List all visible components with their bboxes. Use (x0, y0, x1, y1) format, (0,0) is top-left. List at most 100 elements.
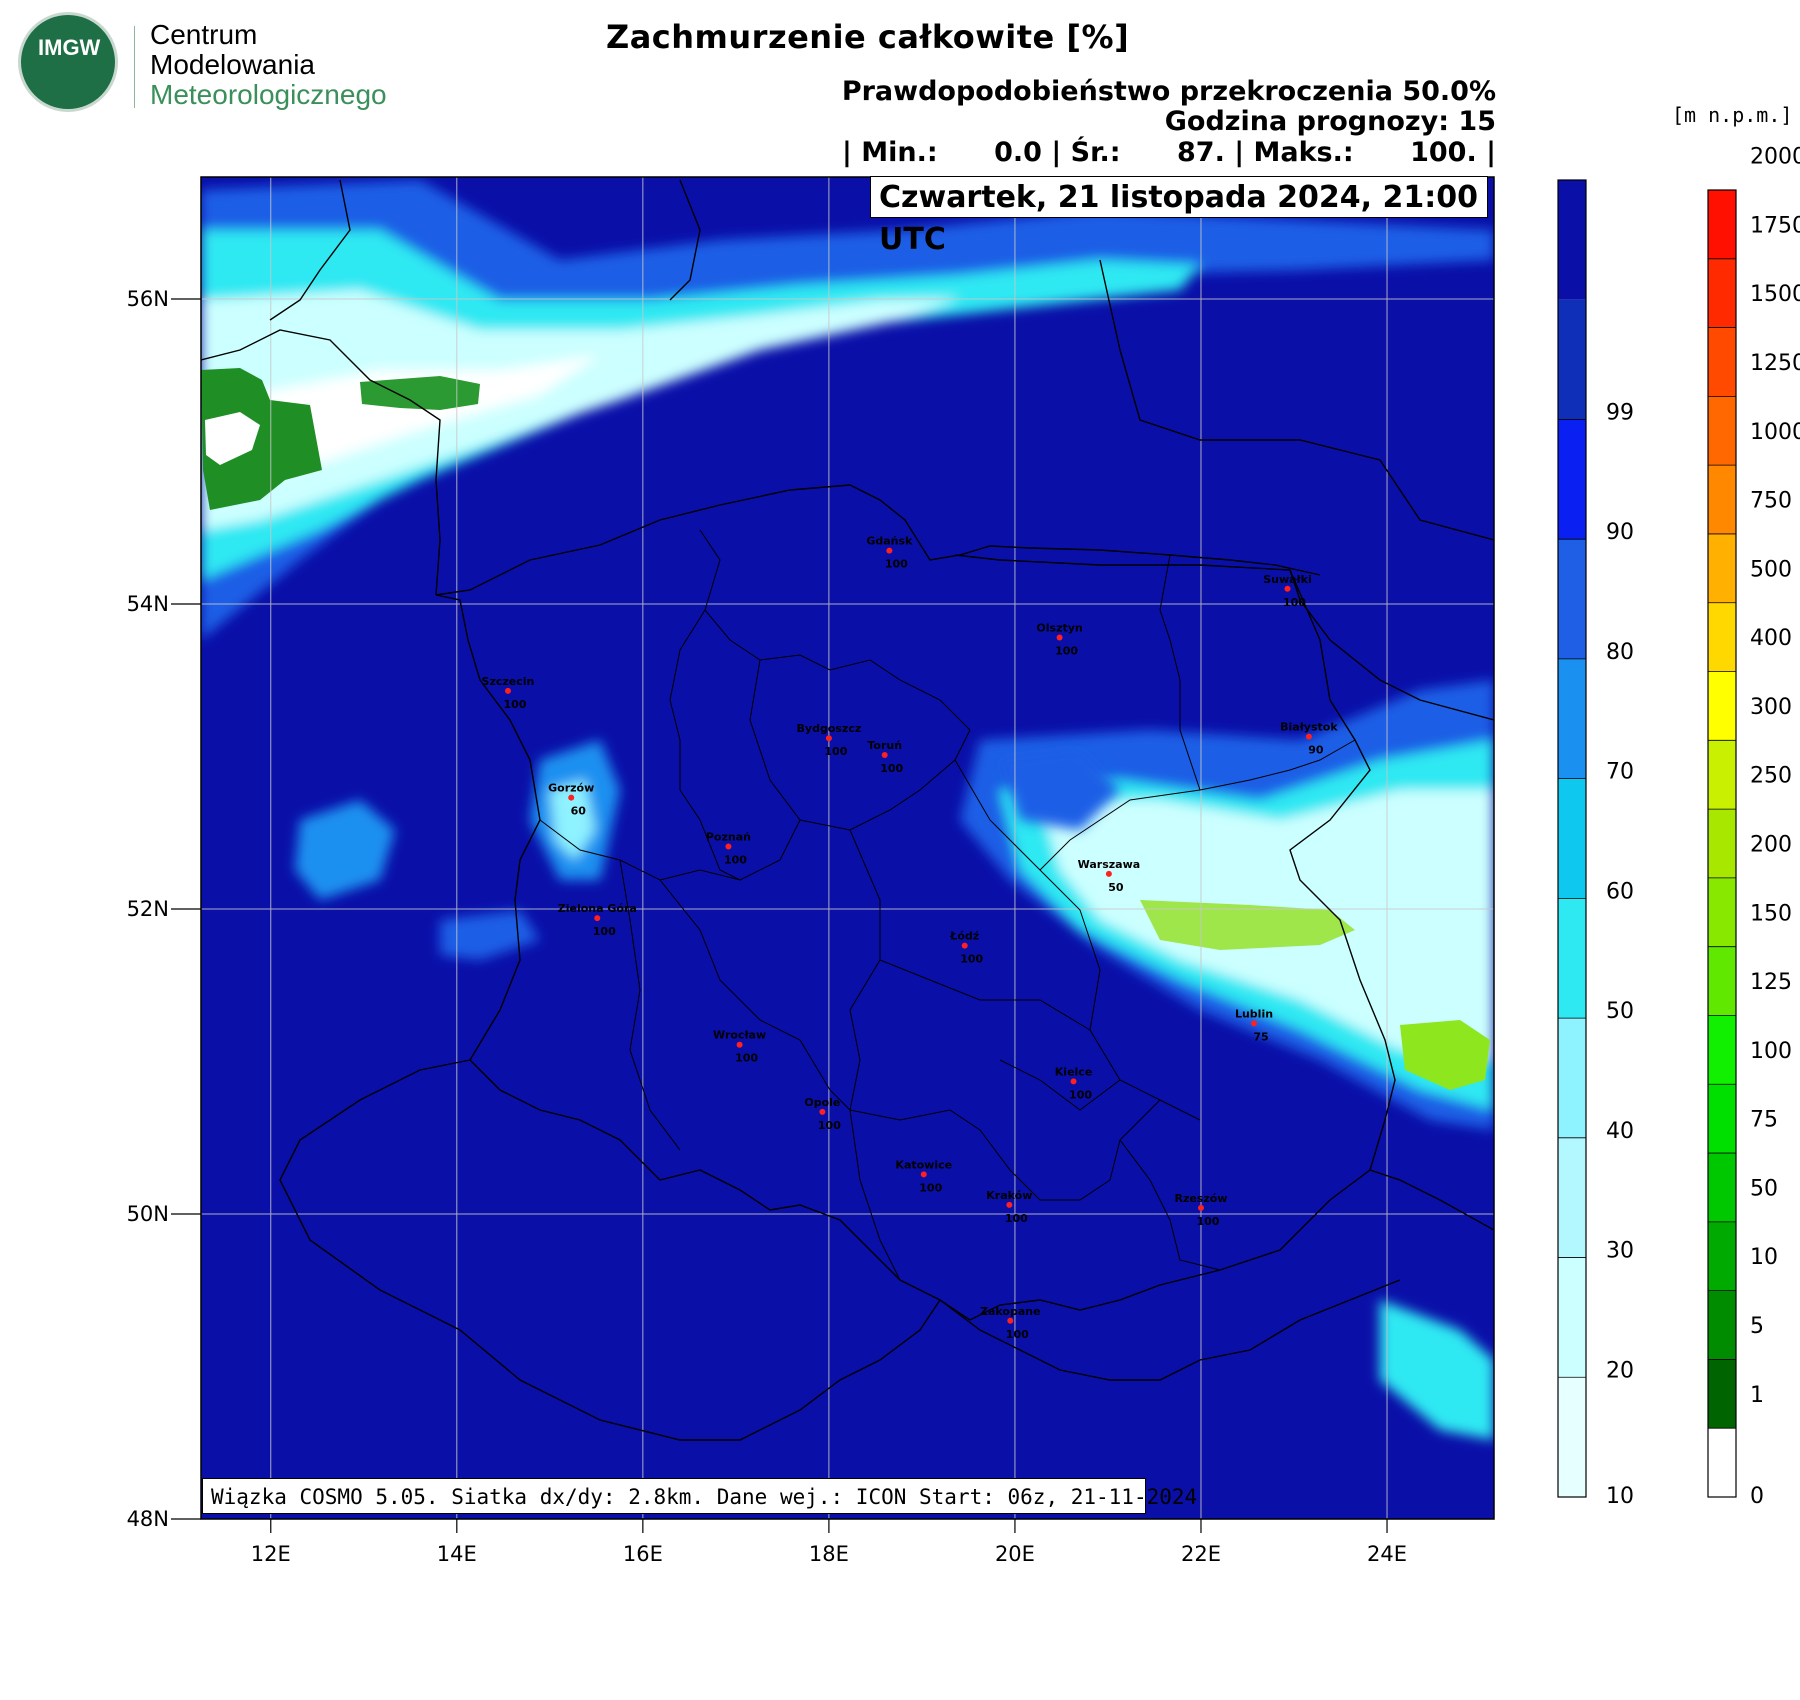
lon-tick-label: 14E (437, 1542, 477, 1566)
city-name-label: Zielona Góra (558, 902, 637, 915)
city-name-label: Warszawa (1078, 858, 1141, 871)
lon-tick-label: 20E (995, 1542, 1035, 1566)
city-marker-dot (594, 915, 601, 922)
terrain-colorbar-label: 200 (1750, 833, 1792, 858)
city-name-label: Lublin (1235, 1007, 1273, 1020)
city-value-label: 100 (1005, 1212, 1028, 1225)
model-info-box: Wiązka COSMO 5.05. Siatka dx/dy: 2.8km. … (202, 1478, 1197, 1514)
cloud-colorbar-segment (1558, 1257, 1586, 1378)
cloud-colorbar-label: 99 (1606, 400, 1634, 425)
coastline-germany (201, 329, 441, 596)
city-marker-dot (1251, 1020, 1258, 1027)
voiv-border-7 (954, 759, 1201, 1121)
terrain-colorbar-label: 10 (1750, 1245, 1778, 1270)
city-value-label: 100 (885, 558, 908, 571)
cloud-colorbar-label: 60 (1606, 879, 1634, 904)
cloud-colorbar-frame (1557, 179, 1587, 1498)
stats-max-value: 100. (1410, 137, 1477, 168)
voivodeship-borders (539, 529, 1356, 1281)
city-value-label: 100 (880, 762, 903, 775)
terrain-colorbar-label: 1000 (1750, 420, 1800, 445)
city-marker-dot (568, 794, 575, 801)
cloud-colorbar-segment (1558, 898, 1586, 1019)
voiv-border-4 (539, 819, 801, 881)
terrain-colorbar-label: 100 (1750, 1039, 1792, 1064)
city-marker-dot (1070, 1078, 1077, 1085)
city-name-label: Szczecin (482, 675, 535, 688)
city-value-label: 100 (919, 1181, 942, 1194)
voiv-border-6 (849, 829, 881, 1111)
city-name-label: Wrocław (713, 1029, 766, 1042)
city-value-label: 75 (1253, 1030, 1268, 1043)
city-marker-dot (736, 1041, 743, 1048)
stats-line: | Min.: 0.0 | Śr.: 87. | Maks.: 100. | (842, 137, 1496, 168)
terrain-colorbar-segment (1708, 1015, 1736, 1085)
terrain-colorbar-label: 500 (1750, 557, 1792, 582)
terrain-colorbar-segment (1708, 1221, 1736, 1291)
forecast-hour-subtitle: Godzina prognozy: 15 (1164, 106, 1496, 137)
org-line-2: Modelowania (150, 49, 315, 80)
cloud-colorbar-segment (1558, 299, 1586, 420)
border-belarus (1289, 569, 1494, 721)
terrain-colorbar-label: 0 (1750, 1484, 1764, 1509)
terrain-colorbar-label: 1750 (1750, 213, 1800, 238)
city-value-label: 90 (1308, 744, 1324, 757)
latitude-ticks: 56N 54N 52N 50N 48N (127, 287, 201, 1531)
terrain-colorbar-segment (1708, 877, 1736, 947)
city-name-label: Suwałki (1263, 573, 1312, 586)
lat-tick-label: 52N (127, 897, 169, 921)
voiv-border-12 (849, 1099, 1161, 1201)
city-name-label: Toruń (867, 739, 902, 752)
terrain-colorbar-segment (1708, 946, 1736, 1016)
cloud-colorbar-segment (1558, 658, 1586, 779)
city-name-label: Zakopane (980, 1305, 1041, 1318)
organization-name: Centrum Modelowania Meteorologicznego (150, 20, 387, 110)
terrain-colorbar-label: 250 (1750, 764, 1792, 789)
cloud-colorbar-segment (1558, 1377, 1586, 1497)
cloud-gap-baltic-inner (201, 290, 960, 530)
city-name-label: Olsztyn (1036, 622, 1082, 635)
voiv-border-13 (759, 1019, 901, 1281)
terrain-colorbar-segment (1708, 327, 1736, 397)
city-marker-dot (1105, 870, 1112, 877)
terrain-colorbar-segment (1708, 258, 1736, 328)
terrain-colorbar-label: 5 (1750, 1314, 1764, 1339)
cloud-colorbar-segment (1558, 1137, 1586, 1258)
terrain-patch-denmark (201, 368, 322, 510)
lon-tick-label: 24E (1367, 1542, 1407, 1566)
city-value-label: 100 (1283, 596, 1306, 609)
city-marker-dot (920, 1171, 927, 1178)
city-name-label: Kraków (986, 1189, 1032, 1202)
cloud-colorbar: 10 20 30 40 50 60 70 80 90 99 (1557, 179, 1634, 1509)
voiv-border-9 (1039, 739, 1356, 871)
cloud-colorbar-label: 30 (1606, 1239, 1634, 1264)
city-value-label: 100 (960, 953, 983, 966)
voiv-border-2 (669, 609, 706, 790)
cloud-gap-center-north (1000, 750, 1120, 830)
probability-subtitle: Prawdopodobieństwo przekroczenia 50.0% (841, 76, 1496, 107)
terrain-colorbar-label: 1250 (1750, 351, 1800, 376)
terrain-colorbar-segment (1708, 1428, 1736, 1497)
lon-tick-label: 18E (809, 1542, 849, 1566)
city-value-label: 100 (503, 698, 526, 711)
border-poland-west (435, 594, 541, 1061)
city-name-label: Poznań (706, 830, 751, 843)
city-value-label: 100 (1006, 1328, 1029, 1341)
lon-tick-label: 16E (623, 1542, 663, 1566)
terrain-colorbar-label: 300 (1750, 695, 1792, 720)
border-kaliningrad (954, 554, 1291, 571)
voiv-border-10 (1159, 554, 1201, 791)
borders (201, 179, 1494, 1441)
city-marker-dot (1007, 1317, 1014, 1324)
terrain-colorbar-label: 1500 (1750, 282, 1800, 307)
city-value-label: 100 (824, 745, 847, 758)
city-marker-dot (1284, 585, 1291, 592)
city-value-label: 100 (1055, 645, 1078, 658)
city-value-label: 100 (818, 1119, 841, 1132)
stats-max-label: | Maks.: (1234, 137, 1354, 168)
terrain-colorbar-label: 75 (1750, 1108, 1778, 1133)
cloud-colorbar-label: 90 (1606, 520, 1634, 545)
stats-end: | (1486, 137, 1496, 168)
voiv-border-14 (679, 789, 741, 881)
